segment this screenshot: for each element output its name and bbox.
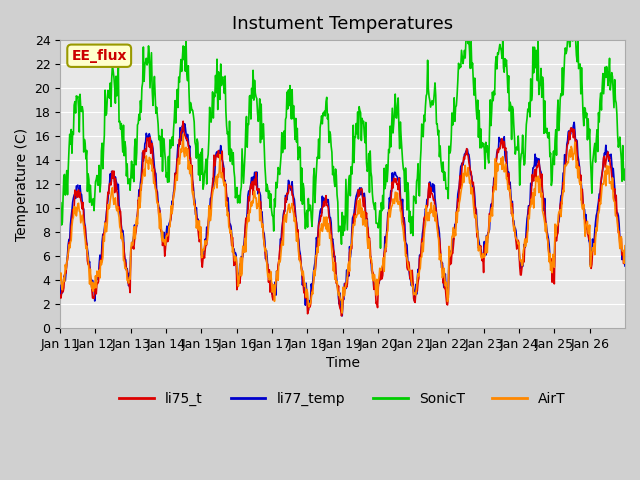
Text: EE_flux: EE_flux <box>72 49 127 63</box>
Y-axis label: Temperature (C): Temperature (C) <box>15 127 29 240</box>
Legend: li75_t, li77_temp, SonicT, AirT: li75_t, li77_temp, SonicT, AirT <box>114 386 572 412</box>
Title: Instument Temperatures: Instument Temperatures <box>232 15 453 33</box>
X-axis label: Time: Time <box>326 356 360 370</box>
